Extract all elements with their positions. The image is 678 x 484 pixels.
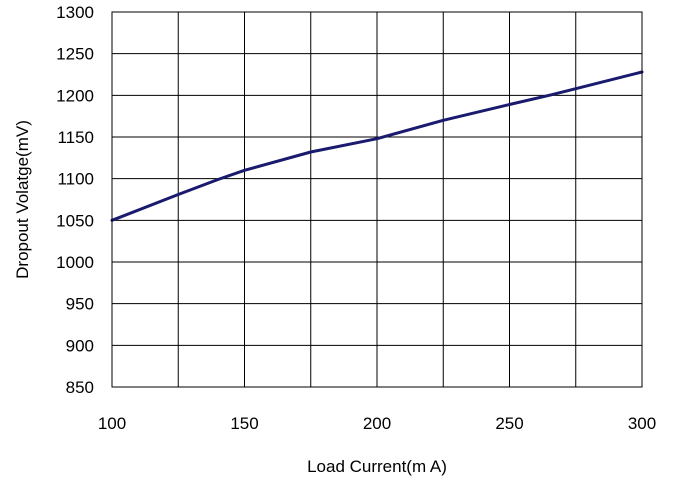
y-tick-label: 1150 <box>57 128 94 147</box>
y-tick-label: 850 <box>66 378 94 397</box>
x-tick-label: 300 <box>628 414 656 433</box>
y-tick-label: 1000 <box>56 253 94 272</box>
y-tick-label: 1100 <box>57 170 94 189</box>
y-tick-label: 1250 <box>56 45 94 64</box>
x-tick-label: 200 <box>363 414 391 433</box>
y-tick-label: 900 <box>66 336 94 355</box>
y-tick-label: 1050 <box>56 211 94 230</box>
x-tick-label: 150 <box>230 414 258 433</box>
y-axis-label: Dropout Volatge(mV) <box>13 120 32 279</box>
y-tick-label: 950 <box>66 295 94 314</box>
x-tick-labels: 100 150 200 250 300 <box>98 414 656 433</box>
y-tick-label: 1300 <box>56 3 94 22</box>
x-tick-label: 250 <box>495 414 523 433</box>
series-line <box>110 70 644 222</box>
plot-frame <box>111 11 643 388</box>
x-axis-label: Load Current(m A) <box>307 457 447 476</box>
y-tick-label: 1200 <box>56 86 94 105</box>
series-layer <box>110 70 644 222</box>
y-tick-labels: 850 900 950 1000 1050 1100 1150 1200 1250 1300 <box>56 3 94 397</box>
x-tick-label: 100 <box>98 414 126 433</box>
